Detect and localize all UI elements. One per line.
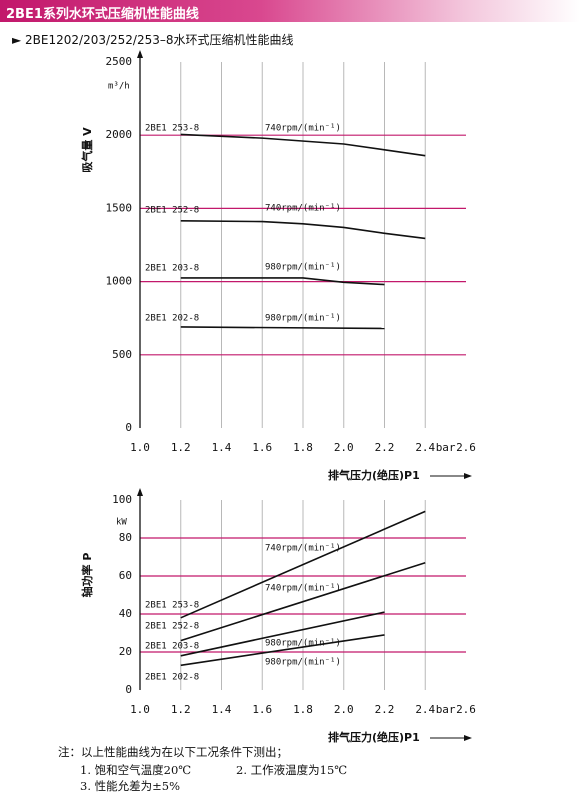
x-tick-label: 2.0 (334, 441, 354, 454)
x-tick-label: 1.0 (130, 441, 150, 454)
curve (180, 561, 426, 642)
subtitle: ► 2BE1202/203/252/253–8水环式压缩机性能曲线 (12, 33, 294, 47)
curve (180, 277, 385, 286)
x-tick-label: 1.2 (171, 703, 191, 716)
y-tick-label: 40 (119, 607, 132, 620)
y-tick-label: 2500 (106, 55, 133, 68)
x-tick-label: 2.4 (415, 441, 435, 454)
y-tick-label: 1500 (106, 201, 133, 214)
series-name: 2BE1 202-8 (145, 314, 199, 324)
x-tick-label: 1.6 (252, 441, 272, 454)
y-axis-arrow (137, 50, 143, 58)
y-unit: kW (116, 518, 127, 528)
x-tick-label: 1.6 (252, 703, 272, 716)
y-tick-label: 60 (119, 569, 132, 582)
y-axis-label: 轴功率 P (80, 553, 94, 598)
notes-intro: 注：以上性能曲线为在以下工况条件下测出； (58, 745, 288, 759)
header-title: 2BE1系列水环式压缩机性能曲线 (6, 7, 199, 22)
x-tick-label: 2.2 (375, 441, 395, 454)
y-tick-label: 20 (119, 645, 132, 658)
y-tick-label: 80 (119, 531, 132, 544)
x-label-arrowhead (464, 735, 472, 741)
x-tick-label: 1.4 (212, 703, 232, 716)
curve (180, 634, 385, 667)
y-unit: m³/h (108, 82, 130, 92)
series-name: 2BE1 203-8 (145, 642, 199, 652)
header-bar: 2BE1系列水环式压缩机性能曲线 (0, 0, 580, 22)
series-speed: 980rpm/(min⁻¹) (265, 263, 341, 273)
x-label-arrowhead (464, 473, 472, 479)
x-tick-label: 1.8 (293, 703, 313, 716)
y-tick-label: 2000 (106, 128, 133, 141)
y-tick-label: 100 (112, 493, 132, 506)
series-speed: 740rpm/(min⁻¹) (265, 584, 341, 594)
x-tick-label: 2.6 (456, 441, 476, 454)
y-axis-arrow (137, 488, 143, 496)
series-speed: 980rpm/(min⁻¹) (265, 314, 341, 324)
note-item: 3. 性能允差为±5% (80, 779, 181, 793)
note-item: 1. 饱和空气温度20℃ (80, 763, 192, 777)
y-tick-label: 500 (112, 348, 132, 361)
x-axis-label: 排气压力(绝压)P1 (328, 730, 420, 744)
series-speed: 740rpm/(min⁻¹) (265, 204, 341, 214)
series-speed: 980rpm/(min⁻¹) (265, 658, 341, 668)
x-tick-label: 1.2 (171, 441, 191, 454)
y-tick-label: 1000 (106, 275, 133, 288)
y-tick-label: 0 (125, 421, 132, 434)
curve (180, 326, 385, 330)
curve (180, 133, 426, 157)
x-tick-label: 2.4 (415, 703, 435, 716)
series-name: 2BE1 252-8 (145, 206, 199, 216)
x-tick-label: 1.4 (212, 441, 232, 454)
series-speed: 740rpm/(min⁻¹) (265, 124, 341, 134)
series-name: 2BE1 252-8 (145, 622, 199, 632)
series-name: 2BE1 253-8 (145, 124, 199, 134)
x-tick-label: 2.2 (375, 703, 395, 716)
curve (180, 220, 426, 240)
x-axis-label: 排气压力(绝压)P1 (328, 468, 420, 482)
series-speed: 980rpm/(min⁻¹) (265, 639, 341, 649)
note-item: 2. 工作液温度为15℃ (236, 763, 348, 777)
series-name: 2BE1 202-8 (145, 673, 199, 683)
y-tick-label: 0 (125, 683, 132, 696)
series-name: 2BE1 203-8 (145, 264, 199, 274)
series-name: 2BE1 253-8 (145, 601, 199, 611)
x-unit: bar (436, 703, 456, 716)
curve (180, 611, 385, 657)
series-speed: 740rpm/(min⁻¹) (265, 544, 341, 554)
x-tick-label: 1.0 (130, 703, 150, 716)
curve (180, 510, 426, 619)
x-tick-label: 2.6 (456, 703, 476, 716)
x-unit: bar (436, 441, 456, 454)
x-tick-label: 1.8 (293, 441, 313, 454)
x-tick-label: 2.0 (334, 703, 354, 716)
y-axis-label: 吸气量 V (80, 127, 94, 173)
